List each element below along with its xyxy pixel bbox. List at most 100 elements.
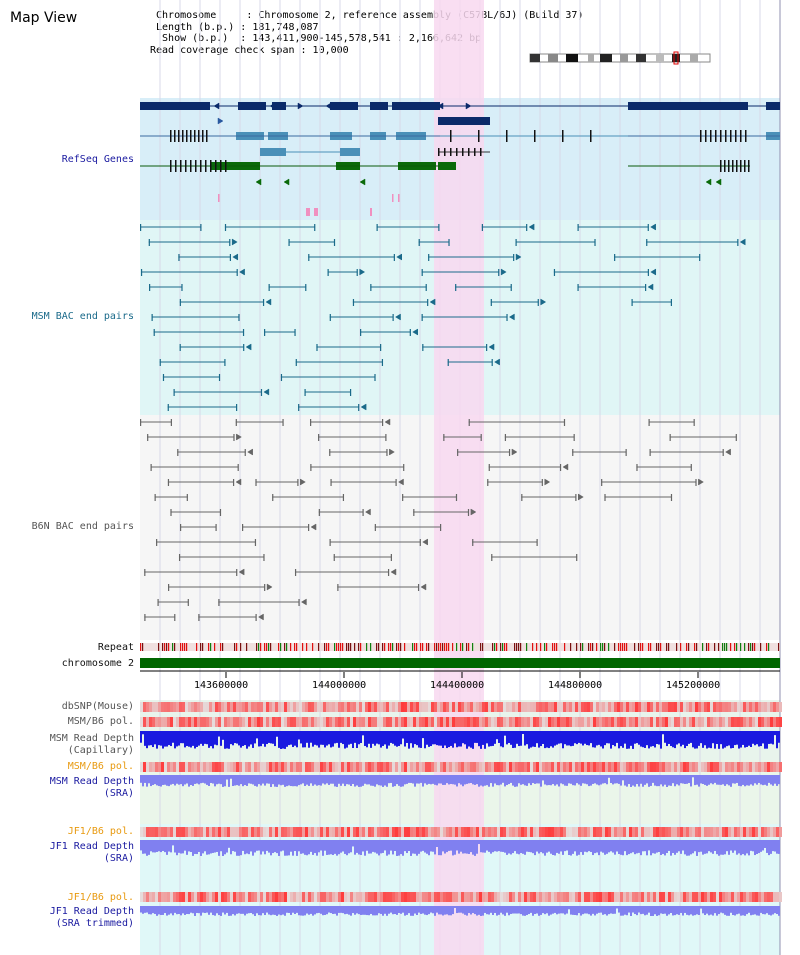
bac-end-arrow [360,403,367,411]
repeat-element [166,643,168,651]
depth-bar [394,840,396,852]
bac-pair-end [428,254,430,261]
gene-exon-tick [534,130,536,142]
depth-bar [644,775,646,785]
heat-cell [320,717,323,727]
heat-cell [539,762,542,772]
repeat-element [452,643,454,651]
heat-cell [302,892,305,902]
heat-cell [197,762,200,772]
bac-end-arrow [365,508,371,516]
heat-cell [326,717,329,727]
bac-pair-end [229,254,231,261]
heat-cell [623,762,626,772]
depth-bar [272,731,274,744]
depth-bar [198,840,200,852]
heat-cell [728,762,731,772]
repeat-element [348,643,350,651]
track-label-msm-depth-cap-1[interactable]: MSM Read Depth [49,733,134,744]
depth-bar [388,731,390,746]
heat-cell [473,827,476,837]
depth-bar [298,731,300,740]
depth-bar [150,731,152,746]
track-label-jf1-depth-trim-1[interactable]: JF1 Read Depth [49,906,134,917]
depth-bar [146,906,148,913]
depth-bar [442,840,444,852]
track-label-msm-bac[interactable]: MSM BAC end pairs [31,311,134,322]
heat-cell [626,762,629,772]
depth-bar [222,840,224,856]
depth-bar [576,775,578,784]
depth-bar [328,775,330,785]
depth-bar [602,775,604,784]
depth-bar [290,840,292,852]
depth-bar [478,840,480,845]
track-label-jf1-b6-pol-2[interactable]: JF1/B6 pol. [67,892,134,903]
heat-cell [449,702,452,712]
heat-cell [272,702,275,712]
bac-pair-end [577,224,579,231]
heat-cell [140,717,143,727]
heat-cell [554,892,557,902]
depth-bar [174,731,176,749]
repeat-element [426,643,428,651]
heat-cell [707,762,710,772]
depth-bar [444,731,446,746]
depth-bar [222,906,224,913]
heat-cell [389,762,392,772]
depth-bar [614,840,616,855]
track-label-msm-b6-pol-2[interactable]: MSM/B6 pol. [67,761,134,772]
heat-cell [674,717,677,727]
depth-bar [734,775,736,784]
depth-bar [268,731,270,743]
depth-bar [336,775,338,787]
heat-cell [677,827,680,837]
track-label-msm-depth-sra-1[interactable]: MSM Read Depth [49,776,134,787]
track-label-repeat[interactable]: Repeat [97,642,134,653]
depth-bar [756,775,758,785]
depth-bar [292,906,294,913]
heat-cell [485,892,488,902]
depth-bar [612,731,614,746]
heat-cell [401,827,404,837]
heat-cell [611,717,614,727]
depth-bar [194,775,196,784]
depth-bar [552,775,554,785]
depth-bar [518,906,520,914]
depth-bar [714,731,716,749]
heat-cell [140,827,143,837]
heat-cell [242,702,245,712]
repeat-element [592,643,594,651]
track-label-jf1-depth-sra-1[interactable]: JF1 Read Depth [49,841,134,852]
bac-pair-end [140,269,143,276]
depth-bar [548,731,550,749]
track-label-refseq[interactable]: RefSeq Genes [61,154,134,165]
heat-cell [425,762,428,772]
depth-bar [462,775,464,787]
heat-cell [455,702,458,712]
heat-cell [257,892,260,902]
depth-bar [578,775,580,785]
heat-cell [158,762,161,772]
track-label-jf1-b6-pol[interactable]: JF1/B6 pol. [67,826,134,837]
heat-cell [230,827,233,837]
heat-cell [554,702,557,712]
heat-cell [230,892,233,902]
depth-bar [744,731,746,748]
depth-bar [616,906,618,909]
bac-pair-end [294,329,296,336]
heat-cell [653,717,656,727]
heat-cell [335,702,338,712]
track-label-msm-b6-pol[interactable]: MSM/B6 pol. [67,716,134,727]
depth-bar [210,731,212,747]
track-label-b6n-bac[interactable]: B6N BAC end pairs [31,521,134,532]
track-label-dbsnp[interactable]: dbSNP(Mouse) [61,701,134,712]
depth-bar [372,731,374,744]
bac-end-arrow [389,448,395,456]
heat-cell [152,702,155,712]
heat-cell [578,892,581,902]
depth-bar [746,906,748,915]
heat-cell [611,702,614,712]
heat-cell [776,717,779,727]
